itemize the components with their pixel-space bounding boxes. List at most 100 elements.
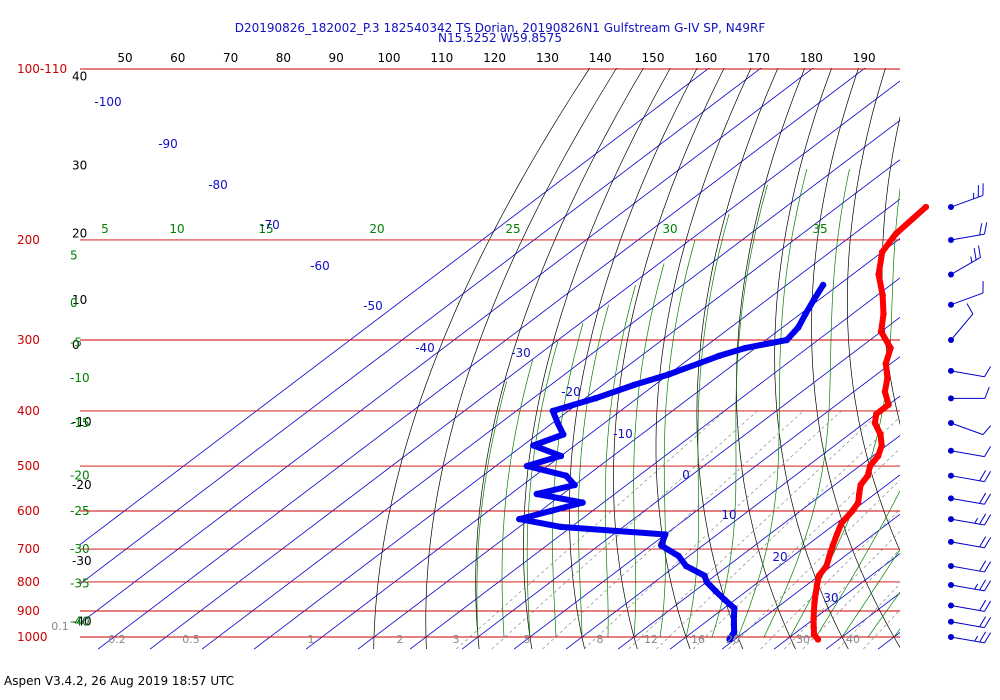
temperature-point bbox=[881, 388, 889, 395]
wind-barb-flag bbox=[984, 493, 992, 505]
pressure-label: 300 bbox=[17, 333, 40, 347]
temperature-point bbox=[878, 248, 886, 256]
dry-adiabat-line bbox=[373, 68, 591, 649]
wind-barb bbox=[948, 631, 992, 644]
mixing-ratio-line bbox=[837, 583, 900, 650]
sounding-profiles bbox=[516, 203, 930, 643]
wind-barb-flag bbox=[984, 386, 990, 399]
wind-barbs bbox=[948, 183, 992, 644]
dry-adiabat-line bbox=[736, 68, 806, 650]
wind-barb-half-flag bbox=[974, 517, 979, 524]
pressure-label: 700 bbox=[17, 542, 40, 556]
dewpoint-point bbox=[810, 296, 817, 304]
wind-barb bbox=[948, 616, 992, 629]
isotherm-line bbox=[669, 474, 900, 650]
top-scale-label: 100 bbox=[378, 51, 401, 65]
mixing-ratio-label: 0.5 bbox=[182, 633, 200, 646]
wind-barb-flag bbox=[983, 222, 988, 235]
dry-adiabat-line bbox=[425, 68, 618, 650]
height-label: -10 bbox=[72, 415, 92, 429]
height-label: -20 bbox=[72, 478, 92, 492]
top-scale-label: 130 bbox=[536, 51, 559, 65]
temperature-point bbox=[855, 490, 863, 498]
temperature-point bbox=[857, 481, 864, 489]
wind-barb-flag bbox=[979, 492, 987, 504]
wind-barb-flag bbox=[979, 536, 987, 548]
dewpoint-point bbox=[715, 352, 723, 360]
dewpoint-point bbox=[562, 472, 570, 479]
theta-top-label: 5 bbox=[101, 222, 109, 236]
dewpoint-point bbox=[802, 310, 809, 318]
height-label: 0 bbox=[72, 338, 80, 352]
wind-barb-flag bbox=[984, 632, 992, 644]
wind-barb bbox=[948, 536, 992, 549]
temperature-point bbox=[810, 631, 818, 638]
temperature-point bbox=[880, 310, 887, 318]
wind-barb bbox=[948, 245, 981, 278]
temperature-point bbox=[810, 615, 817, 623]
theta-label: -40 bbox=[70, 615, 90, 629]
wind-barb-staff bbox=[950, 257, 981, 275]
wind-barb bbox=[948, 446, 992, 458]
wind-barb bbox=[948, 386, 990, 402]
theta-label: -15 bbox=[70, 416, 90, 430]
mixing-ratio-line bbox=[783, 530, 900, 650]
temperature-point bbox=[879, 291, 886, 299]
dry-adiabat-line bbox=[948, 43, 1000, 649]
wind-barb-flag bbox=[979, 616, 987, 628]
dewpoint-point bbox=[730, 613, 738, 620]
dewpoint-point bbox=[695, 360, 702, 367]
dry-adiabat-line bbox=[980, 43, 1000, 649]
theta-label: 0 bbox=[70, 296, 78, 310]
wind-barb-flag bbox=[979, 223, 983, 236]
wind-barb-flag bbox=[979, 513, 987, 525]
top-scale-label: 170 bbox=[747, 51, 770, 65]
isotherm-line bbox=[565, 395, 900, 650]
isotherm-line bbox=[97, 68, 866, 650]
wind-barb-staff bbox=[950, 292, 984, 306]
theta-label: -25 bbox=[70, 504, 90, 518]
moist-adiabat-line bbox=[763, 168, 850, 638]
theta-top-label: 35 bbox=[812, 222, 827, 236]
wind-barb-flag bbox=[984, 366, 992, 378]
dry-adiabat-line bbox=[613, 68, 725, 650]
dry-adiabat-line bbox=[774, 68, 849, 650]
isotherm-line bbox=[201, 119, 900, 650]
top-scale-label: 120 bbox=[483, 51, 506, 65]
temperature-point bbox=[810, 623, 817, 631]
temperature-point bbox=[866, 462, 874, 470]
wind-barb-staff bbox=[950, 636, 985, 644]
mixing-ratio-line bbox=[692, 448, 900, 650]
dewpoint-point bbox=[658, 542, 665, 549]
software-footer: Aspen V3.4.2, 26 Aug 2019 18:57 UTC bbox=[4, 674, 235, 688]
temperature-point bbox=[887, 344, 894, 352]
dry-adiabat-line bbox=[811, 68, 900, 649]
isotherm-label: 20 bbox=[772, 550, 787, 564]
mixing-ratio-line bbox=[728, 479, 900, 650]
isotherm-label: 0 bbox=[682, 468, 690, 482]
dewpoint-point bbox=[741, 344, 749, 352]
isotherm-label: -90 bbox=[158, 137, 178, 151]
isotherm-label: -10 bbox=[613, 427, 633, 441]
height-label: -40 bbox=[72, 615, 92, 629]
wind-barb bbox=[948, 470, 992, 483]
wind-barb-staff bbox=[950, 422, 984, 436]
mixing-ratio-label: 16 bbox=[691, 633, 705, 646]
temperature-point bbox=[884, 374, 891, 382]
wind-barb-staff bbox=[950, 450, 985, 458]
dewpoint-point bbox=[560, 431, 567, 438]
theta-top-label: 20 bbox=[369, 222, 384, 236]
isotherm-line bbox=[617, 434, 900, 650]
theta-label: 5 bbox=[70, 249, 78, 263]
wind-barb-flag bbox=[984, 514, 992, 526]
mixing-ratio-line bbox=[656, 416, 900, 650]
top-scale-label: 180 bbox=[800, 51, 823, 65]
dewpoint-point bbox=[730, 621, 738, 628]
dewpoint-point bbox=[730, 628, 738, 636]
temperature-point bbox=[811, 599, 818, 606]
top-scale-label: 50 bbox=[117, 51, 132, 65]
wind-barb bbox=[948, 599, 992, 612]
wind-barb-staff bbox=[950, 194, 984, 208]
top-scale-label: 110 bbox=[430, 51, 453, 65]
